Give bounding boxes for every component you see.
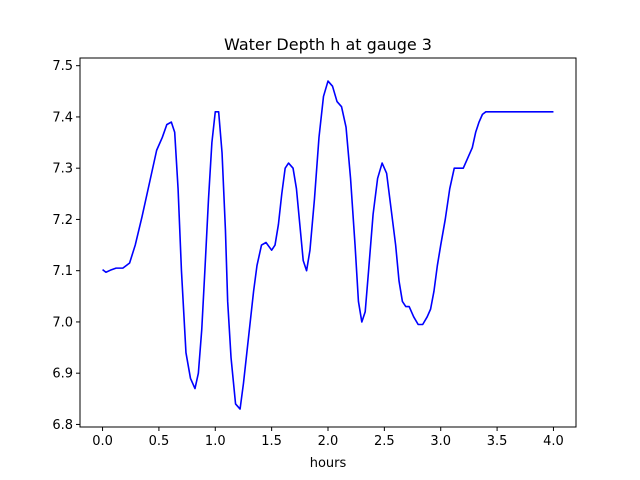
y-tick-label: 7.1 [52,264,73,279]
x-tick-label: 1.0 [205,434,226,449]
y-tick-label: 7.4 [52,110,73,125]
axes-frame [79,57,577,428]
x-tick-label: 0.5 [149,434,170,449]
x-tick-label: 4.0 [543,434,564,449]
y-tick-label: 7.0 [52,315,73,330]
x-axis-label: hours [310,456,347,471]
y-tick-label: 7.5 [52,59,73,74]
x-tick-label: 2.5 [374,434,395,449]
y-tick-label: 6.8 [52,418,73,433]
plot-area: 0.0 0.5 1.0 1.5 2.0 2.5 3.0 3.5 4.0 6.8 6.9 7.0 7.1 7… [52,57,577,449]
x-tick-label: 3.0 [430,434,451,449]
y-tick-label: 7.2 [52,213,73,228]
x-tick-label: 1.5 [261,434,282,449]
y-tick-label: 6.9 [52,367,73,382]
chart-title: Water Depth h at gauge 3 [224,35,432,54]
x-tick-label: 2.0 [318,434,339,449]
data-line [102,80,554,410]
y-tick-label: 7.3 [52,162,73,177]
x-tick-label: 0.0 [92,434,113,449]
x-tick-label: 3.5 [487,434,508,449]
